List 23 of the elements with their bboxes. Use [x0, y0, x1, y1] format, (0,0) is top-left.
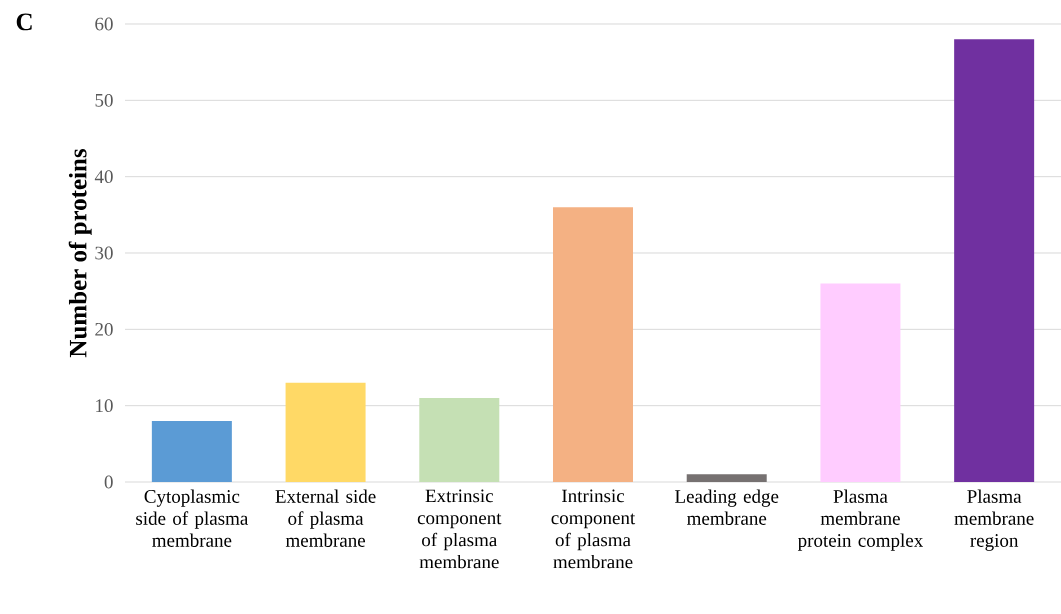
bar: [820, 283, 901, 482]
x-tick-label: Cytoplasmic side of plasma membrane: [136, 489, 249, 547]
bar: [151, 420, 232, 482]
y-tick-label: 50: [95, 93, 113, 107]
y-axis-title: Number of proteins: [68, 148, 92, 358]
text: C: [16, 13, 32, 31]
bar: [686, 474, 767, 482]
x-tick-label: Plasma membrane region: [954, 489, 1034, 551]
y-tick-label: 20: [95, 322, 113, 336]
y-tick-label: 30: [95, 246, 113, 260]
x-tick-label: Plasma membrane protein complex: [797, 489, 923, 551]
y-tick-label: 10: [96, 399, 113, 413]
x-tick-label: Intrinsic component of plasma membrane: [551, 489, 636, 569]
x-tick-label: External side of plasma membrane: [275, 489, 376, 547]
x-tick-label: Extrinsic component of plasma membrane: [417, 489, 502, 569]
bar: [285, 382, 366, 482]
y-tick-label: 40: [94, 170, 113, 184]
bar: [553, 207, 633, 482]
y-tick-label: 60: [95, 17, 113, 31]
bar: [419, 398, 500, 482]
x-tick-label: Leading edge membrane: [675, 489, 779, 525]
y-tick-label: 0: [104, 475, 113, 489]
bar: [954, 39, 1035, 482]
